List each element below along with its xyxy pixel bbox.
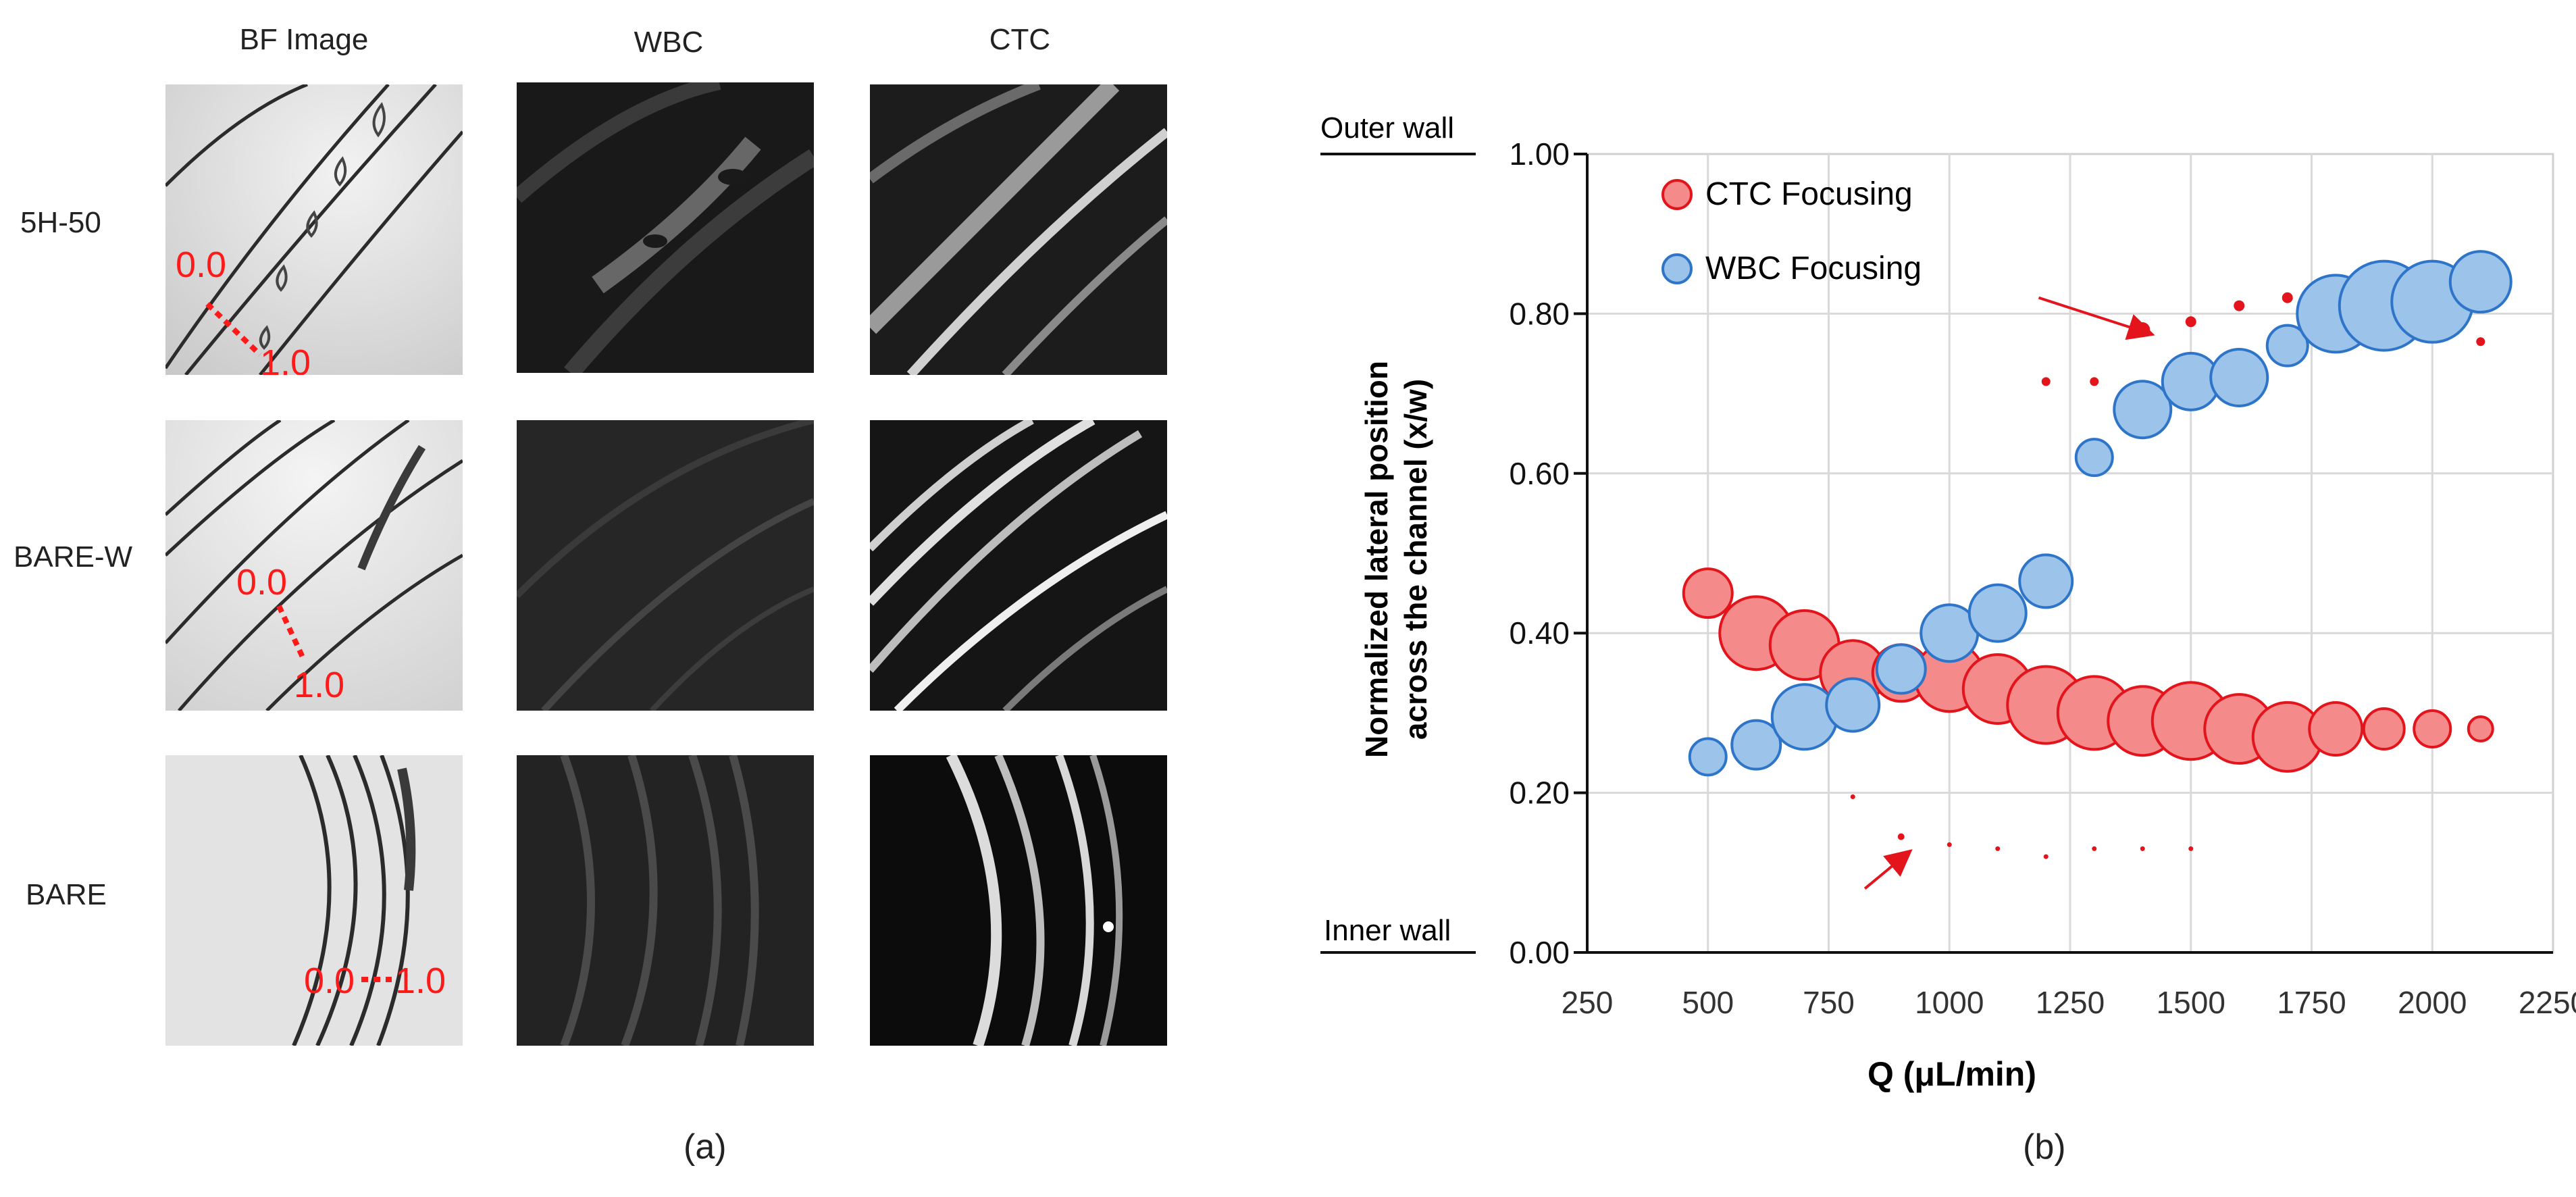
scale-start-label: 0.0 — [176, 245, 226, 285]
wbc-point — [1770, 683, 1838, 751]
panel-b-label: (b) — [2023, 1127, 2066, 1167]
ctc-minor-point — [1850, 794, 1855, 800]
ctc-minor-point — [2185, 316, 2196, 328]
wbc-point — [2265, 324, 2309, 367]
scale-end-label: 1.0 — [260, 342, 311, 375]
outer-wall-label: Outer wall — [1320, 111, 1454, 145]
x-tick-label: 1750 — [2277, 985, 2346, 1020]
legend-marker-wbc — [1661, 253, 1693, 284]
ctc-minor-point — [1897, 833, 1905, 840]
ctc-minor-point — [2282, 292, 2293, 303]
ctc-minor-point — [2043, 854, 2049, 859]
inner-wall-label: Inner wall — [1324, 914, 1451, 947]
x-tick-label: 1000 — [1915, 985, 1984, 1020]
legend-marker-ctc — [1661, 179, 1693, 210]
ctc-point — [2413, 709, 2452, 749]
wbc-point — [1875, 643, 1927, 695]
bf-image-5h-50: 0.0 1.0 — [165, 84, 463, 375]
wbc-point — [2113, 380, 2173, 440]
wbc-point — [2448, 250, 2513, 314]
x-tick-label: 750 — [1803, 985, 1855, 1020]
x-axis-label: Q (μL/min) — [1867, 1055, 2036, 1093]
wbc-point — [1730, 719, 1782, 771]
y-axis-label-line1: Normalized lateral position — [1359, 361, 1394, 758]
wbc-point — [2018, 553, 2074, 609]
ctc-image-bare — [870, 755, 1167, 1046]
column-header-wbc: WBC — [634, 26, 704, 59]
scale-end-label: 1.0 — [395, 961, 446, 1001]
y-tick-label: 0.80 — [1509, 296, 1570, 331]
legend-label-wbc: WBC Focusing — [1705, 251, 1922, 286]
wbc-point — [1967, 583, 2028, 643]
row-header-bare: BARE — [26, 878, 107, 911]
ctc-minor-point — [2234, 300, 2245, 311]
wbc-image-bare — [517, 755, 814, 1046]
wbc-point — [1688, 737, 1728, 777]
annotation-arrow — [2038, 296, 2155, 340]
wbc-point — [2209, 347, 2269, 407]
ctc-image-bare-w — [870, 420, 1167, 711]
x-tick-label: 500 — [1682, 985, 1734, 1020]
y-tick-label: 0.60 — [1509, 456, 1570, 491]
row-header-5h-50: 5H-50 — [20, 206, 101, 239]
ctc-point — [2362, 707, 2406, 751]
annotation-arrow — [1863, 849, 1913, 890]
wbc-point — [1825, 677, 1881, 733]
column-header-bf-image: BF Image — [239, 23, 369, 56]
ctc-minor-point — [2188, 846, 2194, 851]
legend-label-ctc: CTC Focusing — [1705, 176, 1913, 212]
ctc-minor-point — [1947, 842, 1952, 847]
wbc-image-5h-50 — [517, 82, 814, 373]
ctc-minor-point — [2090, 377, 2099, 386]
bf-image-bare-w: 0.0 1.0 — [165, 420, 463, 711]
wbc-point — [2074, 438, 2114, 478]
ctc-image-5h-50 — [870, 84, 1167, 375]
wbc-image-bare-w — [517, 420, 814, 711]
ctc-minor-point — [2140, 846, 2145, 851]
ctc-minor-point — [2092, 846, 2097, 851]
x-tick-label: 1500 — [2157, 985, 2225, 1020]
ctc-point — [2467, 715, 2494, 743]
panel-a-label: (a) — [684, 1127, 727, 1167]
ctc-point — [2308, 701, 2364, 757]
y-tick-label: 0.00 — [1509, 935, 1570, 970]
x-tick-label: 250 — [1562, 985, 1614, 1020]
ctc-point — [1682, 567, 1734, 619]
y-tick-label: 1.00 — [1509, 136, 1570, 172]
bf-image-bare: 0.0 1.0 — [165, 755, 463, 1046]
y-tick-label: 0.40 — [1509, 615, 1570, 651]
column-header-ctc: CTC — [989, 23, 1051, 56]
scale-end-label: 1.0 — [294, 665, 344, 705]
ctc-minor-point — [2476, 337, 2485, 347]
y-tick-label: 0.20 — [1509, 775, 1570, 811]
x-tick-label: 2000 — [2398, 985, 2467, 1020]
scale-start-label: 0.0 — [304, 961, 355, 1001]
x-tick-label: 1250 — [2036, 985, 2105, 1020]
scale-start-label: 0.0 — [236, 562, 287, 603]
ctc-minor-point — [2041, 377, 2051, 386]
ctc-minor-point — [1995, 846, 2001, 851]
y-axis-label-line2: across the channel (x/w) — [1398, 379, 1433, 740]
row-header-bare-w: BARE-W — [14, 540, 132, 574]
